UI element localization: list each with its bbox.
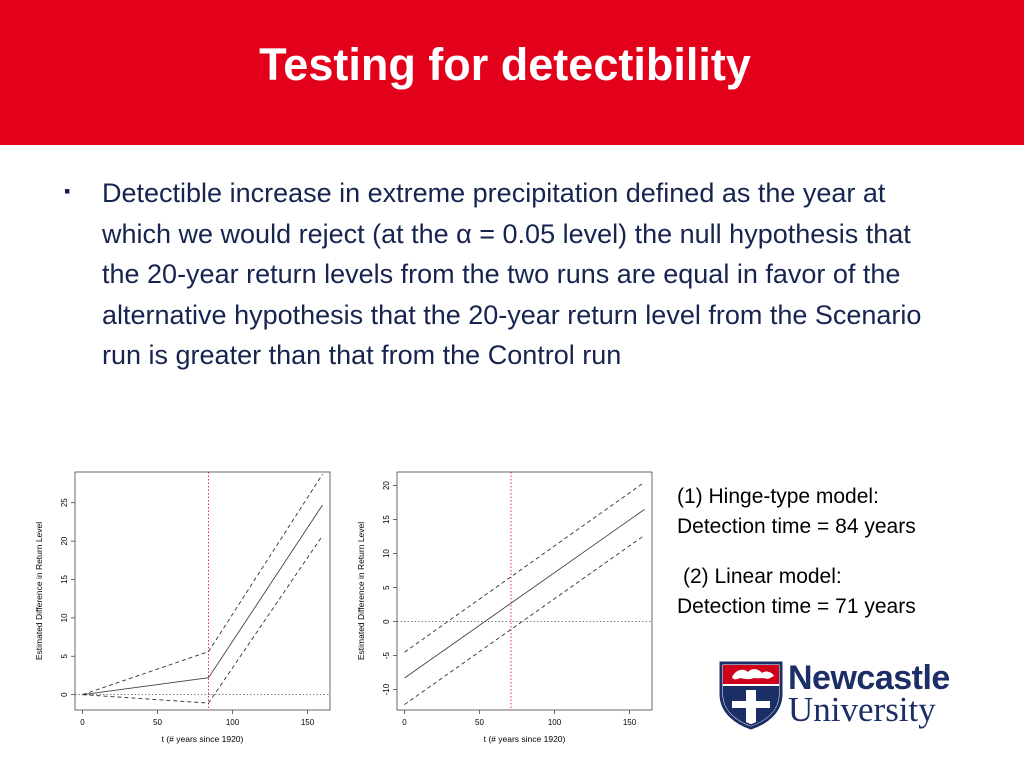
chart2-y-tick-label: 10 [382, 549, 391, 558]
linear-model-label: (2) Linear model: [683, 565, 842, 588]
newcastle-university-logo: Newcastle University [718, 660, 968, 730]
university-shield-icon [719, 661, 783, 730]
chart1-confidence-bound-2 [82, 535, 323, 704]
chart1-x-tick-label: 150 [301, 718, 315, 727]
chart1-y-tick-label: 25 [60, 498, 69, 507]
chart1-confidence-bound-1 [82, 474, 323, 696]
chart2-x-tick-label: 100 [548, 718, 562, 727]
chart1-y-tick-label: 0 [60, 692, 69, 697]
hinge-model-note: (1) Hinge-type model: Detection time = 8… [677, 482, 916, 542]
bullet-marker: ▪ [64, 181, 71, 201]
chart1-y-axis-label: Estimated Difference in Return Level [34, 522, 44, 660]
chart2-y-tick-label: -10 [382, 683, 391, 695]
chart2-y-tick-label: -5 [382, 651, 391, 659]
chart1-x-tick-label: 100 [226, 718, 240, 727]
linear-detection-time: Detection time = 71 years [677, 595, 916, 618]
chart2-plot-frame [396, 471, 653, 711]
linear-model-chart: 0 50 100 150 -10 -5 0 5 10 15 20 t (# years since 1… [356, 471, 653, 744]
chart2-y-tick-label: 0 [382, 619, 391, 624]
chart2-x-axis-label: t (# years since 1920) [484, 734, 566, 744]
bullet-text: Detectible increase in extreme precipita… [102, 178, 922, 370]
chart1-y-tick-label: 5 [60, 653, 69, 658]
chart2-x-tick-label: 0 [402, 718, 407, 727]
chart1-plot-frame [74, 471, 331, 711]
chart1-x-axis-label: t (# years since 1920) [162, 734, 244, 744]
chart1-y-tick-label: 10 [60, 613, 69, 622]
chart2-x-tick-label: 50 [475, 718, 484, 727]
logo-text-newcastle: Newcastle [788, 659, 950, 697]
chart1-y-tick-label: 20 [60, 536, 69, 545]
chart2-estimate-line [404, 509, 645, 679]
chart1-x-tick-label: 50 [153, 718, 162, 727]
hinge-detection-time: Detection time = 84 years [677, 515, 916, 538]
chart1-y-tick-label: 15 [60, 574, 69, 583]
slide-title: Testing for detectibility [259, 39, 751, 90]
linear-model-note: (2) Linear model: Detection time = 71 ye… [677, 562, 916, 622]
title-bar: Testing for detectibility [0, 0, 1024, 145]
logo-text-university: University [788, 690, 936, 729]
chart2-confidence-bound-1 [404, 481, 645, 653]
chart2-y-tick-label: 15 [382, 515, 391, 524]
chart2-y-axis-label: Estimated Difference in Return Level [356, 522, 366, 660]
chart2-y-tick-label: 20 [382, 481, 391, 490]
chart2-y-tick-label: 5 [382, 585, 391, 590]
chart1-estimate-line [82, 504, 323, 696]
hinge-model-chart: 0 50 100 150 0 5 10 15 20 25 t (# years since 1920… [34, 471, 331, 744]
hinge-model-label: (1) Hinge-type model: [677, 485, 879, 508]
chart1-x-tick-label: 0 [80, 718, 85, 727]
chart2-confidence-bound-2 [404, 534, 645, 705]
chart2-x-tick-label: 150 [623, 718, 637, 727]
